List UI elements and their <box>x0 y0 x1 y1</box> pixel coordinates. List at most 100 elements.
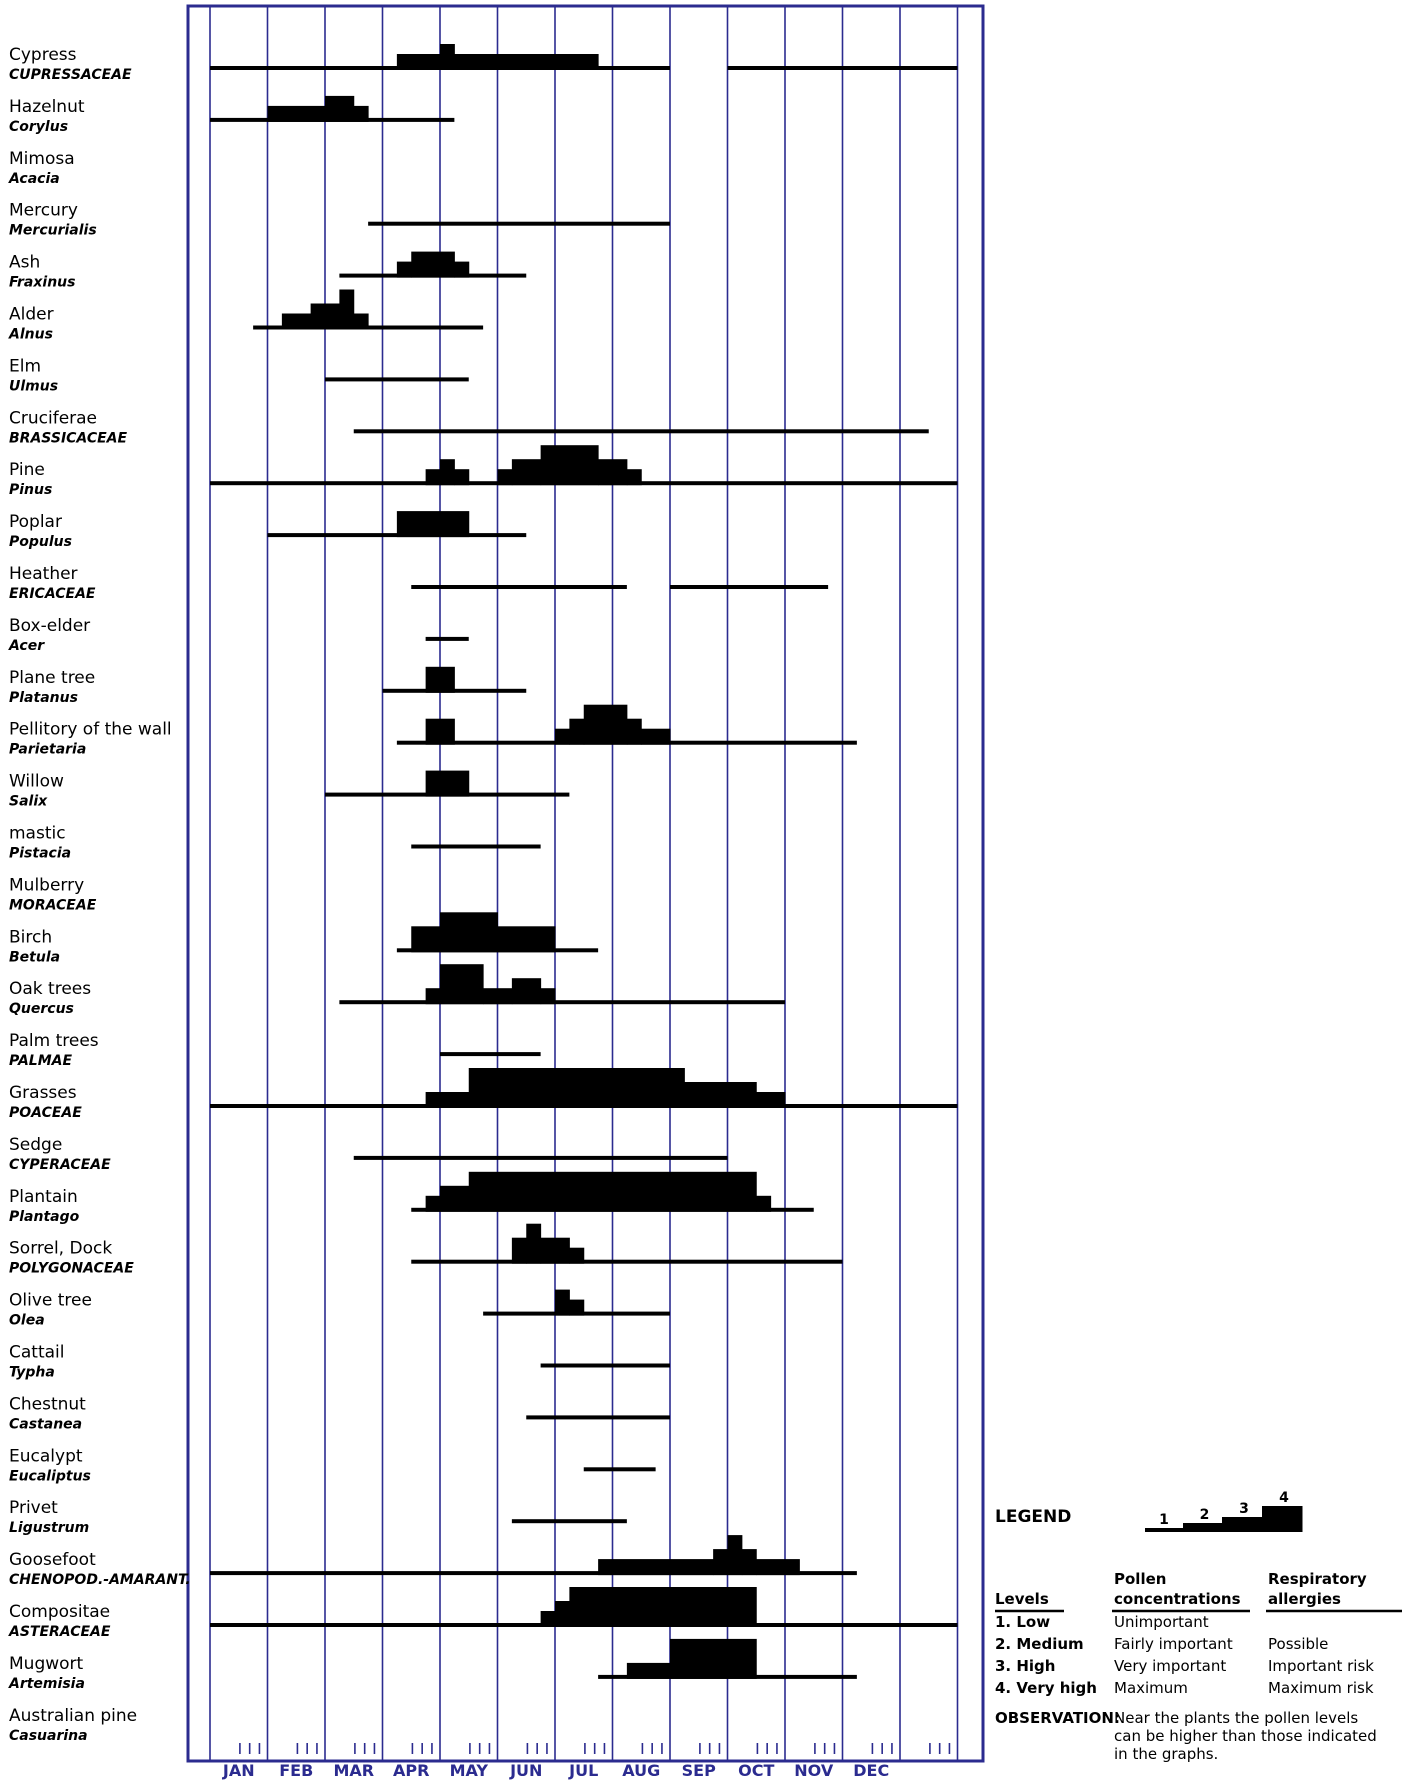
legend-step-label: 4 <box>1279 1490 1289 1506</box>
legend-allergy: Important risk <box>1268 1657 1374 1675</box>
level-bar <box>511 1237 527 1264</box>
plant-name: Plane tree <box>9 668 95 688</box>
plant-name: Eucalypt <box>9 1446 83 1466</box>
plant-family: POACEAE <box>9 1105 82 1121</box>
level-bar <box>425 469 441 486</box>
plant-family: CHENOPOD.-AMARANT. <box>9 1572 191 1588</box>
level-bar <box>626 1662 671 1679</box>
plant-row <box>210 1535 857 1576</box>
legend-header-allergy: Respiratory <box>1268 1570 1367 1588</box>
legend-observation-text: in the graphs. <box>1114 1745 1218 1763</box>
plant-family: MORACEAE <box>9 897 97 913</box>
plant-family: Alnus <box>8 327 53 343</box>
legend-step <box>1145 1528 1184 1532</box>
plant-row <box>339 251 527 278</box>
plant-name: Goosefoot <box>9 1550 96 1570</box>
level-bar <box>540 1611 556 1627</box>
plant-family: Artemisia <box>8 1676 85 1692</box>
level-bar <box>339 289 355 330</box>
level-bar <box>468 1171 757 1212</box>
season-line <box>583 1467 656 1472</box>
season-line <box>411 585 627 589</box>
plant-row <box>210 1587 958 1627</box>
plant-row <box>425 636 469 641</box>
plant-family: CUPRESSACEAE <box>9 67 132 83</box>
plant-row <box>526 1415 670 1420</box>
month-label: NOV <box>794 1761 834 1780</box>
level-bar <box>440 44 455 70</box>
level-bar <box>440 1185 470 1212</box>
legend-header-pollen: Pollen <box>1114 1570 1166 1588</box>
level-bar <box>555 1289 570 1316</box>
plant-name: Pellitory of the wall <box>9 720 172 740</box>
season-line <box>411 1259 843 1264</box>
level-bar <box>511 978 542 1005</box>
level-bar <box>497 926 556 953</box>
level-bar <box>425 770 470 797</box>
level-bar <box>569 718 585 745</box>
legend-observation-text: can be higher than those indicated <box>1114 1727 1377 1745</box>
plant-row <box>353 1155 728 1160</box>
legend-pollen: Unimportant <box>1114 1613 1209 1631</box>
plant-row <box>540 1363 670 1368</box>
legend-allergy: Possible <box>1268 1635 1328 1653</box>
plant-family: ASTERACEAE <box>8 1624 111 1640</box>
level-bar <box>396 54 441 70</box>
plant-row <box>325 377 469 382</box>
level-bar <box>540 445 599 486</box>
plant-name: Cattail <box>9 1343 64 1363</box>
plant-row <box>411 844 541 849</box>
plant-name: Box-elder <box>9 616 90 636</box>
plant-family: Ligustrum <box>9 1520 89 1536</box>
plant-labels: Cypress CUPRESSACEAE Hazelnut Corylus Mimosa… <box>8 45 191 1744</box>
level-bar <box>454 469 470 486</box>
plant-row <box>598 1638 857 1679</box>
level-bar <box>741 1549 757 1576</box>
plant-name: Sedge <box>9 1135 62 1155</box>
level-bar <box>670 1638 757 1679</box>
plant-row <box>325 770 570 797</box>
plant-family: Quercus <box>9 1001 74 1017</box>
level-bar <box>540 1237 570 1264</box>
level-bar <box>713 1549 728 1576</box>
month-label: FEB <box>279 1761 313 1780</box>
plant-family: Plantago <box>9 1209 80 1225</box>
plant-row <box>411 1171 814 1212</box>
plot-area <box>186 4 985 1763</box>
plant-family: Parietaria <box>9 742 86 758</box>
level-bar <box>684 1082 757 1108</box>
plant-family: Platanus <box>9 690 78 706</box>
level-bar <box>540 988 556 1005</box>
plant-name: Ash <box>9 253 40 273</box>
legend-level: 3. High <box>995 1657 1055 1675</box>
plant-name: Cruciferae <box>9 408 97 428</box>
level-bar <box>511 459 542 486</box>
level-bar <box>569 1247 585 1264</box>
plant-name: Heather <box>9 564 78 584</box>
plant-row <box>368 221 670 226</box>
plant-family: Castanea <box>9 1416 82 1432</box>
plant-name: Oak trees <box>9 979 91 999</box>
plant-row <box>210 1068 958 1108</box>
plant-family: Olea <box>9 1313 45 1329</box>
plant-name: Mugwort <box>9 1654 84 1674</box>
legend-step-label: 3 <box>1239 1501 1249 1517</box>
plant-family: POLYGONACEAE <box>9 1261 134 1277</box>
plant-family: PALMAE <box>9 1053 72 1069</box>
plant-family: Salix <box>9 794 48 810</box>
plant-row <box>210 95 455 122</box>
plant-family: CYPERACEAE <box>9 1157 111 1173</box>
month-label: MAR <box>333 1761 374 1780</box>
level-bar <box>483 988 513 1005</box>
level-bar <box>310 303 340 330</box>
level-bar <box>353 105 369 122</box>
plant-row <box>210 44 958 70</box>
season-line <box>425 636 469 641</box>
level-bar <box>411 251 455 278</box>
level-bar <box>353 313 369 330</box>
plant-name: Willow <box>9 772 64 792</box>
plant-family: Corylus <box>9 119 68 135</box>
level-bar <box>598 459 628 486</box>
level-bar <box>425 666 455 693</box>
